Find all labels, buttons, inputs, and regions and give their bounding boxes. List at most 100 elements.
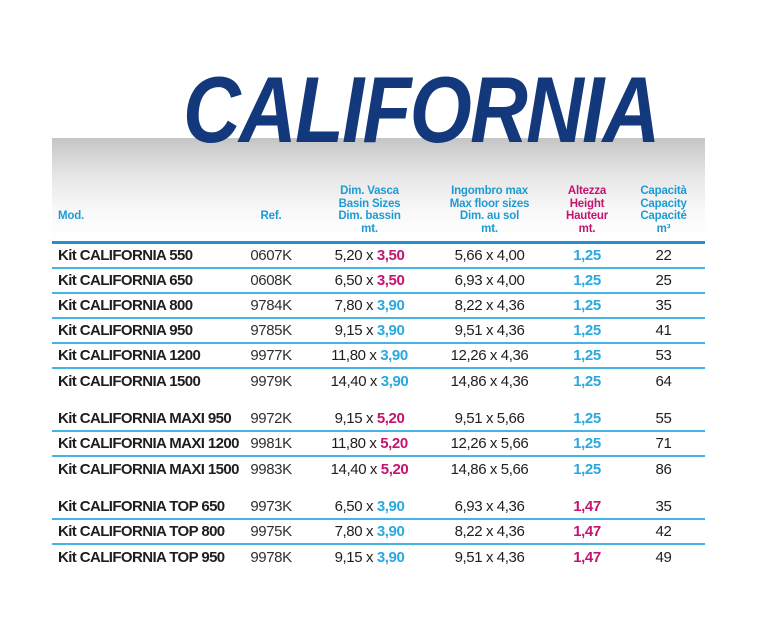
basin-width-highlight: 3,90	[376, 523, 405, 540]
basin-width-highlight: 3,90	[376, 498, 405, 515]
model-name: Kit CALIFORNIA 550	[58, 247, 193, 264]
basin-width-highlight: 5,20	[380, 435, 408, 452]
basin-width-highlight: 3,50	[376, 272, 405, 289]
header-capacity-line-fr: Capacité	[640, 210, 687, 222]
ref-code: 9981K	[250, 435, 292, 452]
ref-code: 9975K	[250, 523, 292, 540]
basin-size: 14,40 x 3,90	[312, 373, 427, 390]
ref-code: 9979K	[250, 373, 292, 390]
floor-size: 12,26 x 5,66	[450, 435, 529, 452]
basin-length: 11,80 x	[331, 435, 381, 452]
page-title-text: CALIFORNIA	[183, 57, 660, 162]
basin-size: 5,20 x 3,50	[312, 247, 427, 264]
floor-size: 9,51 x 4,36	[454, 322, 525, 339]
header-height-line-en: Height	[569, 197, 605, 210]
capacity-value: 53	[655, 347, 672, 364]
header-mod-label: Mod.	[58, 209, 85, 222]
floor-size: 6,93 x 4,00	[454, 272, 525, 289]
ref-code: 0607K	[250, 247, 292, 264]
floor-size: 5,66 x 4,00	[454, 247, 525, 264]
spec-table: Mod. Ref. Dim. Vasca Basin Sizes Dim. ba…	[52, 138, 705, 570]
model-name: Kit CALIFORNIA 950	[58, 322, 193, 339]
basin-length: 9,15 x	[334, 410, 377, 427]
ref-code: 9983K	[250, 461, 292, 478]
capacity-value: 25	[655, 272, 672, 289]
height-value: 1,25	[573, 247, 601, 264]
basin-size: 6,50 x 3,50	[312, 272, 427, 289]
floor-size: 9,51 x 5,66	[454, 410, 525, 427]
basin-length: 7,80 x	[334, 523, 377, 540]
table-section: Kit CALIFORNIA 550 0607K 5,20 x 3,50 5,66 x…	[52, 244, 705, 394]
basin-length: 5,20 x	[334, 247, 377, 264]
table-section: Kit CALIFORNIA MAXI 950 9972K 9,15 x 5,20 9…	[52, 407, 705, 482]
basin-length: 6,50 x	[334, 498, 377, 515]
floor-size: 14,86 x 4,36	[450, 373, 529, 390]
capacity-value: 71	[655, 435, 672, 452]
header-height: Altezza Height Hauteur mt.	[552, 185, 622, 235]
model-name: Kit CALIFORNIA 650	[58, 272, 193, 289]
model-name: Kit CALIFORNIA MAXI 1500	[58, 461, 240, 478]
model-name: Kit CALIFORNIA MAXI 950	[58, 410, 232, 427]
floor-size: 6,93 x 4,36	[454, 498, 525, 515]
capacity-value: 49	[655, 549, 672, 566]
model-name: Kit CALIFORNIA TOP 650	[58, 498, 225, 515]
model-name: Kit CALIFORNIA TOP 800	[58, 523, 225, 540]
header-floor-unit: mt.	[481, 222, 498, 235]
capacity-value: 35	[655, 297, 672, 314]
header-floor-line-en: Max floor sizes	[449, 197, 530, 210]
table-row: Kit CALIFORNIA 800 9784K 7,80 x 3,90 8,22 x…	[52, 294, 705, 319]
model-name: Kit CALIFORNIA 800	[58, 297, 193, 314]
height-value: 1,47	[573, 523, 601, 540]
ref-code: 9973K	[250, 498, 292, 515]
basin-size: 9,15 x 3,90	[312, 549, 427, 566]
basin-length: 7,80 x	[334, 297, 377, 314]
height-value: 1,25	[573, 272, 601, 289]
height-value: 1,25	[573, 435, 601, 452]
height-value: 1,25	[573, 373, 601, 390]
basin-width-highlight: 5,20	[380, 461, 409, 478]
table-row: Kit CALIFORNIA MAXI 1200 9981K 11,80 x 5,2…	[52, 432, 705, 457]
table-row: Kit CALIFORNIA 650 0608K 6,50 x 3,50 6,93 x…	[52, 269, 705, 294]
header-height-line-fr: Hauteur	[565, 210, 609, 222]
ref-code: 0608K	[250, 272, 292, 289]
table-row: Kit CALIFORNIA MAXI 950 9972K 9,15 x 5,20 9…	[52, 407, 705, 432]
capacity-value: 22	[655, 247, 672, 264]
floor-size: 12,26 x 4,36	[450, 347, 529, 364]
floor-size: 8,22 x 4,36	[454, 523, 525, 540]
height-value: 1,25	[573, 461, 601, 478]
table-row: Kit CALIFORNIA 1500 9979K 14,40 x 3,90 14,8…	[52, 369, 705, 394]
basin-length: 14,40 x	[330, 373, 381, 390]
table-row: Kit CALIFORNIA TOP 950 9978K 9,15 x 3,90 9,…	[52, 545, 705, 570]
header-capacity-line-it: Capacità	[640, 185, 687, 197]
header-basin-line-en: Basin Sizes	[338, 197, 401, 210]
page-title: CALIFORNIA	[52, 63, 705, 157]
table-row: Kit CALIFORNIA TOP 650 9973K 6,50 x 3,90 6,…	[52, 495, 705, 520]
header-capacity-unit: m³	[656, 222, 671, 235]
capacity-value: 42	[655, 523, 672, 540]
capacity-value: 86	[655, 461, 672, 478]
table-row: Kit CALIFORNIA 950 9785K 9,15 x 3,90 9,51 x…	[52, 319, 705, 344]
basin-size: 7,80 x 3,90	[312, 523, 427, 540]
basin-width-highlight: 3,90	[376, 322, 405, 339]
floor-size: 8,22 x 4,36	[454, 297, 525, 314]
basin-size: 7,80 x 3,90	[312, 297, 427, 314]
basin-size: 11,80 x 5,20	[312, 435, 427, 452]
ref-code: 9978K	[250, 549, 292, 566]
header-ref: Ref.	[230, 210, 312, 236]
table-row: Kit CALIFORNIA 550 0607K 5,20 x 3,50 5,66 x…	[52, 244, 705, 269]
capacity-value: 55	[655, 410, 672, 427]
height-value: 1,47	[573, 549, 601, 566]
header-floor-line-it: Ingombro max	[451, 185, 528, 197]
ref-code: 9785K	[250, 322, 292, 339]
height-value: 1,25	[573, 347, 601, 364]
basin-size: 14,40 x 5,20	[312, 461, 427, 478]
capacity-value: 41	[655, 322, 672, 339]
basin-length: 9,15 x	[334, 549, 377, 566]
ref-code: 9972K	[250, 410, 292, 427]
height-value: 1,25	[573, 322, 601, 339]
basin-size: 9,15 x 3,90	[312, 322, 427, 339]
header-capacity: Capacità Capacity Capacité m³	[622, 185, 705, 235]
header-mod: Mod.	[52, 210, 230, 236]
header-basin-line-it: Dim. Vasca	[340, 185, 399, 197]
